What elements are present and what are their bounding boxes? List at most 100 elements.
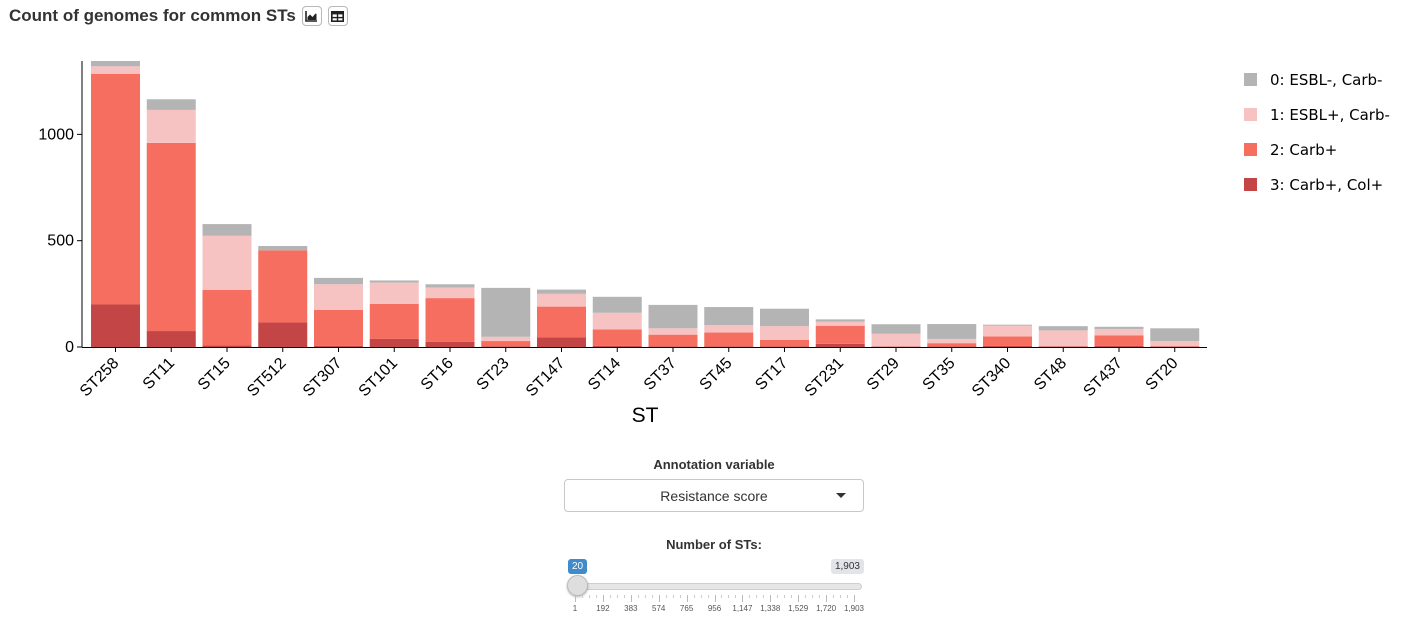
slider-tick (826, 595, 828, 602)
slider-tick (770, 595, 772, 602)
bar-ST147-series-1 (537, 306, 586, 338)
slider-minor-tick (700, 595, 702, 598)
slider-grid: 1 192 383 574 765 956 1,147 1,338 1,529 1,720 1,90… (564, 595, 864, 617)
bar-ST14-series-0 (592, 345, 642, 347)
plot-view-button[interactable] (301, 6, 322, 26)
bar-ST437-series-0 (1094, 345, 1144, 347)
legend-swatch (1244, 143, 1257, 156)
bar-ST307-series-1 (314, 309, 363, 346)
bar-ST147-series-2 (537, 293, 586, 307)
slider-tick (602, 595, 604, 602)
legend-swatch (1244, 73, 1257, 86)
slider-minor-tick (812, 595, 814, 598)
slider-track[interactable] (568, 583, 862, 590)
x-axis-title: ST (632, 404, 659, 427)
slider-handle[interactable] (567, 575, 588, 596)
bar-ST15-series-3 (202, 224, 252, 236)
x-tick-label: ST147 (523, 355, 568, 400)
slider-minor-tick (644, 595, 646, 598)
bar-ST340-series-2 (983, 325, 1032, 337)
slider-minor-tick (616, 595, 618, 598)
slider-minor-tick (847, 595, 849, 598)
x-tick-label: ST15 (195, 355, 234, 394)
slider-tick-label: 383 (624, 604, 638, 613)
annotation-control: Annotation variable Resistance score (564, 457, 864, 512)
legend-label: 1: ESBL+, Carb- (1270, 106, 1390, 124)
bar-ST20-series-0 (1150, 346, 1200, 347)
slider-minor-tick (840, 595, 842, 598)
bar-ST45-series-0 (704, 346, 754, 347)
slider-tick-label: 1,529 (788, 604, 809, 613)
legend: 0: ESBL-, Carb- 1: ESBL+, Carb- 2: Carb+ 3:… (1244, 71, 1390, 194)
bar-ST101-series-0 (369, 338, 419, 347)
bar-ST16-series-2 (425, 287, 475, 299)
slider-minor-tick (595, 595, 597, 598)
bar-ST16-series-3 (425, 284, 475, 288)
page-title: Count of genomes for common STs (9, 6, 296, 25)
bar-ST17-series-0 (760, 346, 809, 347)
y-tick-label: 1000 (38, 126, 74, 143)
slider-tick-label: 574 (652, 604, 666, 613)
st-count-slider[interactable]: 20 1,903 1 192 383 574 765 956 1,147 1,338 1,529… (564, 557, 864, 617)
slider-minor-tick (665, 595, 667, 598)
slider-minor-tick (728, 595, 730, 598)
slider-tick-label: 956 (707, 604, 722, 613)
table-view-button[interactable] (327, 6, 348, 26)
bar-ST17-series-1 (760, 339, 809, 347)
x-tick-label: ST45 (697, 355, 736, 394)
x-tick-label: ST340 (969, 355, 1014, 400)
bar-ST45-series-3 (704, 307, 754, 326)
bar-ST48-series-2 (1038, 330, 1088, 347)
bar-ST23-series-3 (481, 287, 531, 337)
slider-tick (798, 595, 800, 602)
slider-minor-tick (735, 595, 737, 598)
bar-ST20-series-3 (1150, 328, 1200, 342)
bar-ST11-series-1 (146, 142, 196, 332)
slider-minor-tick (819, 595, 821, 598)
slider-minor-tick (784, 595, 786, 598)
area-chart-icon (305, 10, 318, 22)
bar-ST231-series-3 (815, 319, 865, 322)
bar-ST35-series-0 (927, 346, 977, 347)
slider-tick-label: 1,338 (760, 604, 781, 613)
x-tick-label: ST29 (864, 355, 903, 394)
bar-ST23-series-1 (481, 341, 531, 347)
x-tick-label: ST258 (77, 355, 122, 400)
x-tick-label: ST35 (920, 355, 959, 394)
bar-ST307-series-2 (314, 284, 363, 310)
bar-ST11-series-0 (146, 331, 196, 347)
slider-tick-label: 1 (572, 604, 578, 613)
bar-ST258-series-2 (91, 66, 140, 74)
slider-minor-tick (777, 595, 779, 598)
slider-tick (714, 595, 716, 602)
bar-ST307-series-0 (314, 345, 363, 347)
legend-swatch (1244, 108, 1257, 121)
bar-ST37-series-2 (648, 328, 698, 335)
slider-tick (854, 595, 855, 602)
bar-ST231-series-0 (815, 343, 865, 347)
annotation-select[interactable]: Resistance score (564, 479, 864, 512)
bar-ST512-series-0 (258, 322, 308, 347)
slider-label: Number of STs: (666, 537, 762, 552)
legend-label: 3: Carb+, Col+ (1270, 176, 1383, 194)
bar-ST512-series-3 (258, 245, 308, 251)
slider-minor-tick (833, 595, 835, 598)
slider-minor-tick (756, 595, 758, 598)
bar-ST437-series-2 (1094, 328, 1144, 336)
annotation-select-value: Resistance score (660, 487, 768, 504)
bar-ST17-series-2 (760, 326, 809, 340)
x-tick-label: ST11 (140, 355, 178, 393)
table-icon (331, 10, 345, 22)
bar-ST340-series-0 (983, 345, 1032, 347)
bar-ST101-series-1 (369, 303, 419, 339)
slider-tick (630, 595, 632, 602)
bar-ST37-series-1 (648, 334, 698, 347)
bar-ST11-series-3 (146, 99, 196, 110)
x-tick-label: ST14 (585, 355, 624, 394)
bar-ST29-series-3 (871, 324, 921, 334)
slider-minor-tick (763, 595, 765, 598)
bar-ST15-series-1 (202, 290, 252, 346)
x-tick-label: ST48 (1031, 355, 1070, 394)
slider-tick-label: 1,147 (732, 604, 753, 613)
bar-ST35-series-2 (927, 338, 977, 344)
